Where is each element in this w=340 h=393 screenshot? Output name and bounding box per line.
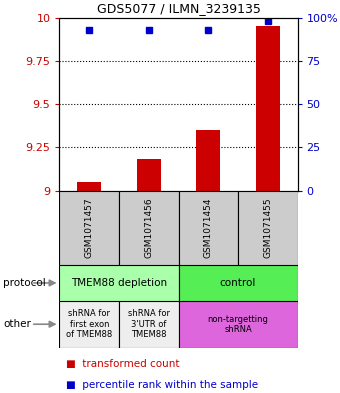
Bar — [197, 130, 220, 191]
Bar — [59, 301, 119, 348]
Text: shRNA for
first exon
of TMEM88: shRNA for first exon of TMEM88 — [66, 309, 113, 339]
Text: ■  transformed count: ■ transformed count — [66, 358, 180, 369]
Text: non-targetting
shRNA: non-targetting shRNA — [207, 314, 269, 334]
Bar — [77, 182, 101, 191]
Bar — [178, 191, 238, 265]
Bar — [137, 160, 160, 191]
Text: GSM1071457: GSM1071457 — [85, 198, 94, 258]
Text: control: control — [220, 278, 256, 288]
Text: ■  percentile rank within the sample: ■ percentile rank within the sample — [66, 380, 258, 390]
Text: shRNA for
3'UTR of
TMEM88: shRNA for 3'UTR of TMEM88 — [128, 309, 170, 339]
Text: GSM1071455: GSM1071455 — [263, 198, 272, 258]
Bar — [119, 191, 178, 265]
Bar — [59, 191, 119, 265]
Text: GSM1071456: GSM1071456 — [144, 198, 153, 258]
Text: other: other — [3, 319, 31, 329]
Text: GSM1071454: GSM1071454 — [204, 198, 213, 258]
Bar — [119, 301, 178, 348]
Text: protocol: protocol — [3, 278, 46, 288]
Title: GDS5077 / ILMN_3239135: GDS5077 / ILMN_3239135 — [97, 2, 260, 15]
Bar — [178, 301, 298, 348]
Text: TMEM88 depletion: TMEM88 depletion — [71, 278, 167, 288]
Bar — [59, 265, 178, 301]
Bar — [256, 26, 279, 191]
Bar — [178, 265, 298, 301]
Bar — [238, 191, 298, 265]
